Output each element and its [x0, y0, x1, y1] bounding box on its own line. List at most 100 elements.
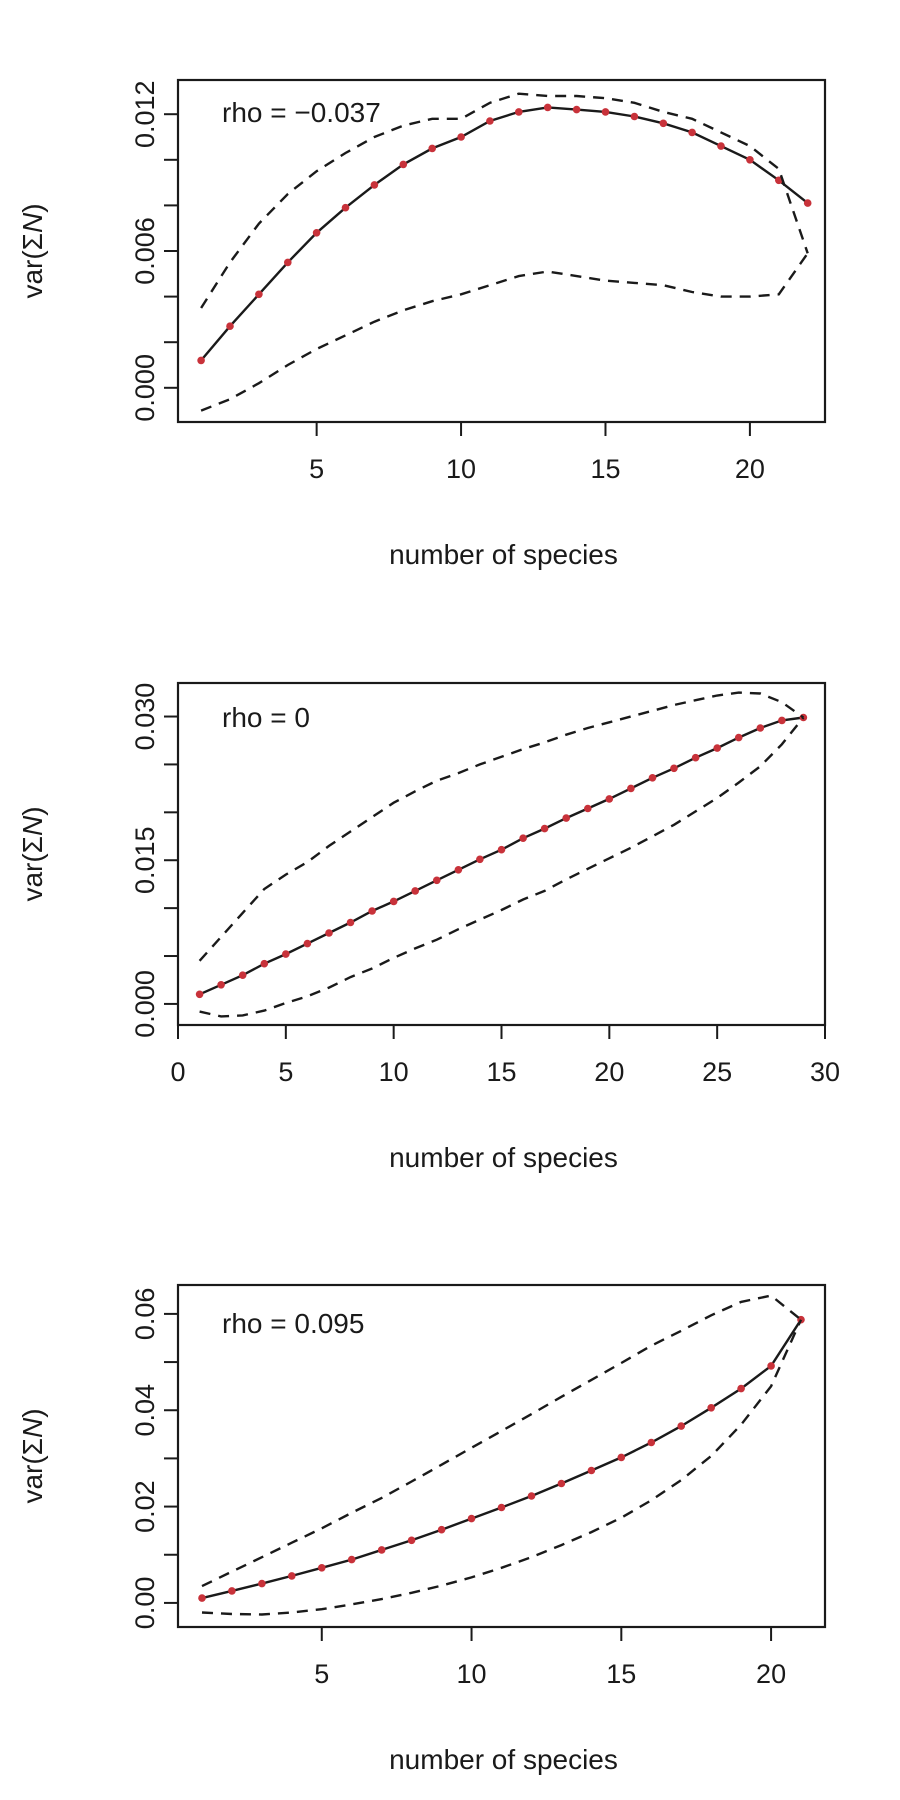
data-point	[217, 981, 225, 989]
data-point	[433, 876, 441, 885]
y-tick-label: 0.04	[130, 1384, 160, 1437]
rho-annotation: rho = −0.037	[222, 97, 381, 128]
data-point	[407, 1536, 416, 1545]
data-point	[377, 1546, 386, 1554]
data-point	[767, 1362, 775, 1370]
data-point	[691, 753, 700, 762]
y-axis-title-suffix: )	[17, 203, 48, 212]
y-tick-label: 0.00	[130, 1577, 160, 1630]
data-point	[572, 105, 581, 114]
data-point	[734, 733, 743, 742]
data-point	[737, 1384, 745, 1393]
x-axis: 0 5 10 15 20 25 30	[170, 1024, 840, 1087]
x-tick-label: 20	[594, 1057, 624, 1087]
data-point	[756, 724, 765, 732]
y-tick-label: 0.015	[130, 826, 160, 894]
x-axis-title: number of species	[389, 539, 618, 570]
lower-envelope-line	[199, 716, 805, 1018]
data-point	[707, 1404, 715, 1412]
data-point	[195, 990, 204, 999]
y-axis-title-suffix: )	[17, 1408, 48, 1417]
data-point	[497, 1503, 506, 1512]
data-point	[347, 1555, 356, 1564]
data-point	[587, 1466, 596, 1475]
y-tick-label: 0.000	[130, 354, 160, 422]
data-point	[647, 1438, 656, 1447]
data-point	[677, 1422, 685, 1430]
upper-envelope-line	[200, 92, 809, 309]
x-tick-label: 20	[756, 1659, 786, 1689]
y-tick-label: 0.012	[130, 80, 160, 148]
data-point	[457, 133, 465, 141]
data-point	[303, 939, 312, 948]
y-axis-title-prefix: var(Σ	[17, 233, 48, 299]
data-point	[775, 176, 783, 185]
y-axis: 0.000 0.015 0.030	[130, 683, 178, 1038]
y-axis: 0.00 0.02 0.04 0.06	[130, 1288, 178, 1630]
data-point	[670, 764, 678, 773]
x-tick-label: 15	[606, 1659, 636, 1689]
y-tick-label: 0.06	[130, 1288, 160, 1341]
y-tick-label: 0.02	[130, 1480, 160, 1533]
data-point	[346, 918, 355, 927]
data-point	[803, 199, 812, 207]
data-point	[778, 716, 786, 725]
data-point	[630, 112, 639, 121]
x-tick-label: 5	[314, 1659, 329, 1689]
y-tick-label: 0.006	[130, 217, 160, 285]
x-tick-label: 25	[702, 1057, 732, 1087]
data-point	[198, 1594, 206, 1602]
x-axis-title: number of species	[389, 1744, 618, 1775]
data-point	[368, 907, 376, 915]
x-tick-label: 5	[309, 454, 324, 484]
data-point	[467, 1514, 476, 1523]
data-point	[659, 119, 668, 128]
data-point	[543, 103, 552, 112]
data-point	[260, 959, 269, 968]
chart-panel-2: 0.000 0.015 0.030 0 5 10 15 20 25 30 number of spe…	[17, 681, 840, 1173]
data-point	[325, 929, 333, 937]
chart-panel-3: 0.00 0.02 0.04 0.06 5 10 15 20 number of species…	[17, 1283, 827, 1775]
y-axis-title-italic: N	[17, 212, 48, 233]
data-point	[238, 971, 247, 979]
data-point	[411, 887, 420, 895]
data-point	[515, 108, 523, 116]
x-tick-label: 10	[457, 1659, 487, 1689]
data-point	[584, 804, 592, 813]
data-point	[476, 855, 484, 864]
x-tick-label: 15	[486, 1057, 516, 1087]
data-point	[617, 1453, 626, 1462]
y-axis-title: var(ΣN)	[17, 203, 48, 298]
y-axis-title-suffix: )	[17, 806, 48, 815]
mean-variance-line	[200, 106, 809, 362]
data-point	[437, 1525, 446, 1534]
lower-envelope-line	[200, 252, 809, 412]
y-axis-title-prefix: var(Σ	[17, 1438, 48, 1504]
x-tick-label: 15	[590, 454, 620, 484]
data-point	[282, 950, 290, 958]
data-point	[486, 117, 494, 125]
mean-variance-line	[199, 716, 804, 996]
rho-annotation: rho = 0	[222, 702, 310, 733]
data-point	[389, 897, 398, 906]
data-point	[605, 795, 614, 803]
data-point	[497, 845, 506, 854]
data-point	[519, 834, 527, 842]
x-axis: 5 10 15 20	[314, 1626, 786, 1689]
data-point	[648, 774, 657, 782]
y-axis-title: var(ΣN)	[17, 1408, 48, 1503]
y-axis: 0.000 0.006 0.012	[130, 80, 178, 422]
data-point	[454, 866, 463, 874]
x-axis: 5 10 15 20	[309, 421, 765, 484]
x-tick-label: 10	[379, 1057, 409, 1087]
plot-frame	[176, 78, 827, 424]
x-tick-label: 5	[278, 1057, 293, 1087]
data-point	[627, 784, 635, 793]
x-tick-label: 30	[810, 1057, 840, 1087]
data-point	[527, 1492, 536, 1500]
data-point	[228, 1587, 236, 1595]
y-axis-title: var(ΣN)	[17, 806, 48, 901]
data-point	[540, 824, 549, 833]
data-point	[255, 290, 263, 299]
